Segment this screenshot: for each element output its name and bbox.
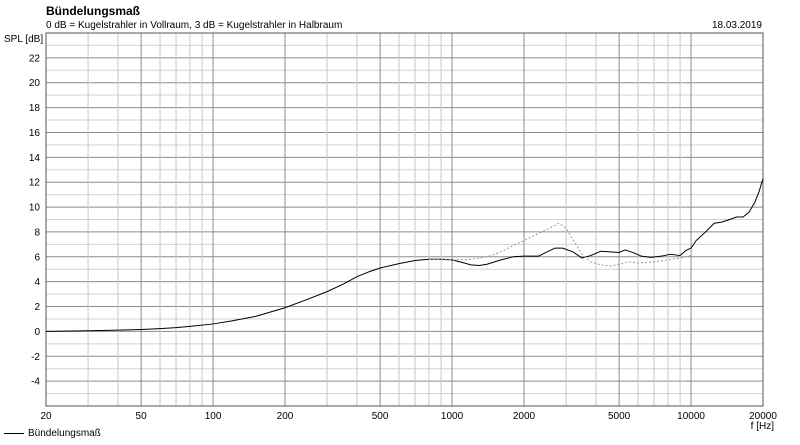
chart-date: 18.03.2019: [711, 20, 762, 31]
legend-label: Bündelungsmaß: [28, 428, 101, 439]
x-tick-label: 1000: [441, 411, 464, 422]
x-axis-label: f [Hz]: [750, 421, 774, 432]
x-tick-label: 2000: [513, 411, 536, 422]
y-tick-label: 12: [29, 178, 41, 189]
x-tick-label: 10000: [677, 411, 705, 422]
y-tick-label: 2: [34, 302, 40, 313]
x-tick-label: 50: [136, 411, 148, 422]
legend-swatch: [4, 433, 24, 434]
x-tick-label: 100: [205, 411, 222, 422]
y-tick-label: 10: [29, 203, 41, 214]
y-tick-label: 6: [34, 252, 40, 263]
legend: Bündelungsmaß: [4, 428, 101, 439]
series-line-dotted: [428, 222, 692, 267]
y-tick-label: 18: [29, 103, 41, 114]
plot-frame: [45, 32, 764, 407]
chart-subtitle: 0 dB = Kugelstrahler in Vollraum, 3 dB =…: [46, 20, 343, 31]
x-tick-label: 500: [372, 411, 389, 422]
y-tick-label: -4: [31, 377, 40, 388]
x-tick-label: 200: [277, 411, 294, 422]
y-tick-label: 8: [34, 227, 40, 238]
y-tick-label: -2: [31, 352, 40, 363]
x-tick-label: 20: [40, 411, 52, 422]
y-tick-label: 14: [29, 153, 41, 164]
y-tick-label: 22: [29, 53, 41, 64]
y-tick-label: 20: [29, 78, 41, 89]
y-tick-label: 16: [29, 128, 41, 139]
y-tick-label: 4: [34, 277, 40, 288]
x-tick-label: 5000: [608, 411, 631, 422]
y-axis-label: SPL [dB]: [4, 34, 44, 45]
x-tick-label: 20000: [749, 411, 777, 422]
series-line-buendelungsmass: [45, 178, 764, 332]
y-tick-label: 0: [34, 327, 40, 338]
chart-title: Bündelungsmaß: [46, 4, 141, 18]
